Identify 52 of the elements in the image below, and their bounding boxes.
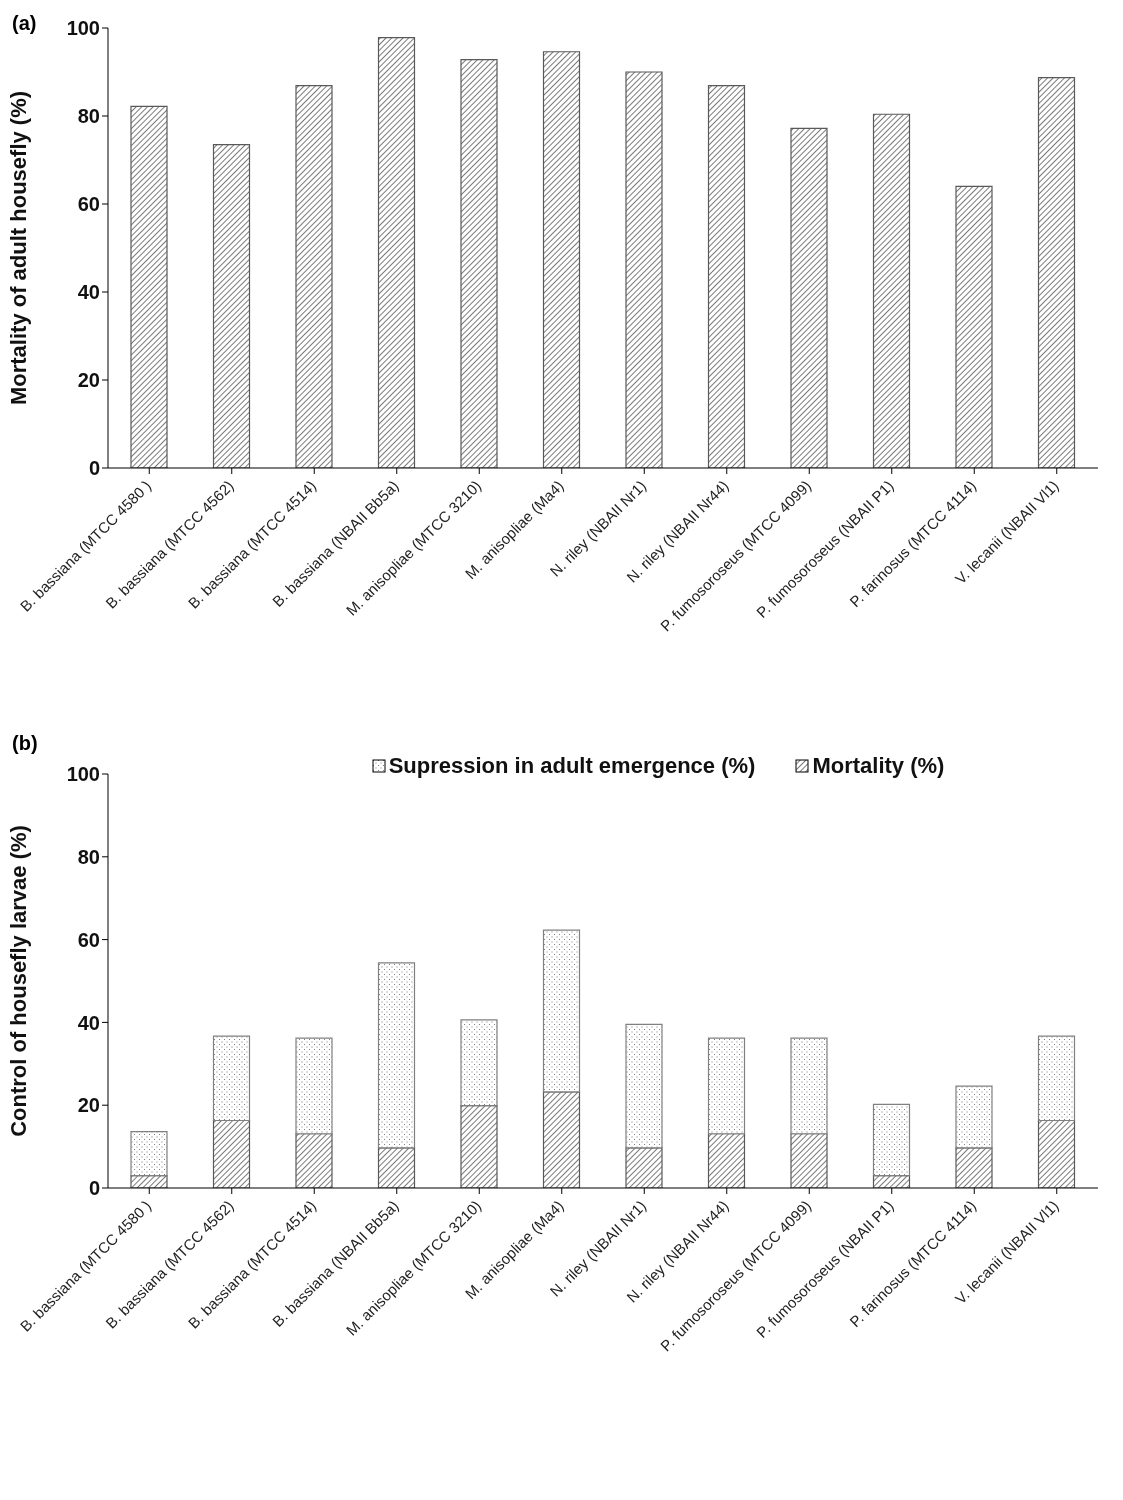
bar	[790, 1037, 828, 1135]
bar	[460, 1105, 498, 1188]
bar	[377, 962, 416, 1149]
bar	[295, 1037, 333, 1135]
bar	[625, 71, 663, 468]
y-tick-label: 0	[88, 1177, 100, 1200]
y-axis-title: Control of housefly larvae (%)	[5, 825, 31, 1137]
bar	[1037, 1119, 1076, 1188]
bar	[212, 144, 251, 468]
bar	[130, 105, 168, 468]
text: (b)	[12, 732, 38, 755]
bar	[790, 1133, 828, 1188]
bar	[295, 85, 333, 468]
bar	[212, 1119, 251, 1188]
bar	[295, 1133, 333, 1188]
bar	[872, 1103, 911, 1177]
bar	[377, 37, 416, 468]
bar	[707, 1133, 746, 1188]
legend-label: Mortality (%)	[812, 753, 945, 779]
text: (a)	[12, 12, 37, 35]
bar	[460, 59, 498, 468]
bar	[212, 1035, 251, 1122]
y-tick-label: 80	[77, 105, 100, 128]
bar	[872, 113, 911, 468]
y-tick-label: 100	[66, 763, 100, 786]
bar	[625, 1147, 663, 1188]
bar	[130, 1131, 168, 1177]
bar	[1037, 77, 1076, 468]
bar	[955, 1147, 993, 1188]
bar	[625, 1023, 663, 1149]
legend-label: Supression in adult emergence (%)	[388, 753, 756, 779]
y-tick-label: 60	[77, 928, 100, 951]
y-tick-label: 40	[77, 281, 100, 304]
bar	[377, 1147, 416, 1188]
y-tick-label: 20	[77, 369, 100, 392]
y-tick-label: 0	[88, 457, 100, 480]
bar	[790, 127, 828, 468]
y-axis-title: Mortality of adult housefly (%)	[5, 90, 31, 406]
bar	[955, 1085, 993, 1149]
y-tick-label: 100	[66, 17, 100, 40]
y-tick-label: 80	[77, 845, 100, 868]
bar	[542, 1091, 581, 1188]
bar	[542, 51, 581, 468]
y-tick-label: 40	[77, 1011, 100, 1034]
bar	[707, 85, 746, 468]
bar	[460, 1019, 498, 1107]
y-tick-label: 20	[77, 1094, 100, 1117]
bar	[707, 1037, 746, 1135]
bar	[955, 185, 993, 468]
bar	[1037, 1035, 1076, 1122]
y-tick-label: 60	[77, 193, 100, 216]
bar	[542, 929, 581, 1093]
